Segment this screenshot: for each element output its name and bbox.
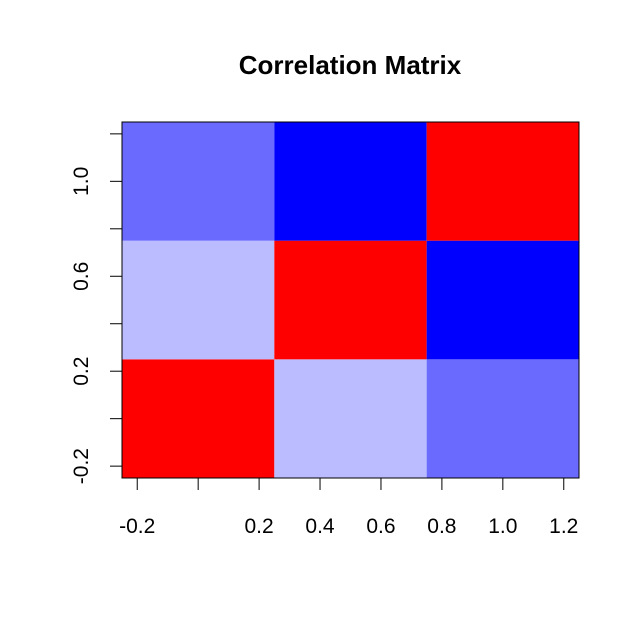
heatmap-cell-1-0: [122, 240, 275, 360]
x-tick-label: 1.2: [549, 515, 578, 538]
y-tick-label: 0.6: [70, 262, 93, 291]
plot-frame: [121, 121, 580, 479]
y-tick-label: -0.2: [70, 448, 93, 484]
y-tick-label: 1.0: [70, 167, 93, 196]
x-tick-label: 0.2: [244, 515, 273, 538]
heatmap-cells: [122, 122, 579, 478]
x-axis: -0.2 0.2 0.4 0.6 0.8 1.0 1.2: [119, 477, 578, 538]
heatmap-cell-1-2: [426, 240, 579, 360]
heatmap-cell-1-1: [274, 240, 427, 360]
x-tick-label: 0.8: [427, 515, 456, 538]
x-tick-label: 0.6: [366, 515, 395, 538]
heatmap-cell-2-0: [122, 122, 275, 241]
heatmap-cell-2-2: [426, 122, 579, 241]
y-axis: -0.2 0.2 0.6 1.0: [70, 133, 123, 484]
x-tick-label: 1.0: [488, 515, 517, 538]
heatmap-cell-2-1: [274, 122, 427, 241]
heatmap-cell-0-2: [426, 359, 579, 478]
chart-title: Correlation Matrix: [239, 50, 462, 80]
x-tick-label: -0.2: [119, 515, 155, 538]
y-tick-label: 0.2: [70, 357, 93, 386]
x-tick-label: 0.4: [305, 515, 335, 538]
heatmap-cell-0-1: [274, 359, 427, 478]
heatmap-cell-0-0: [122, 359, 275, 478]
